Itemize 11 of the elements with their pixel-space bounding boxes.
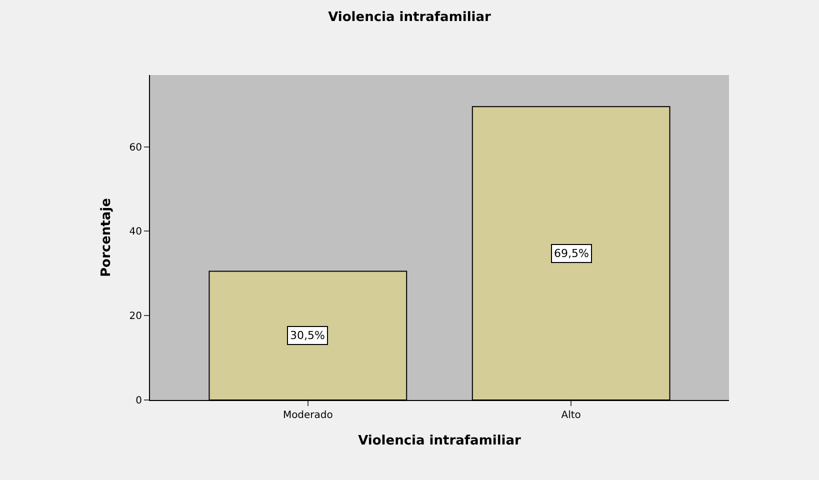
y-tick-label: 60 <box>129 142 142 154</box>
data-label: 69,5% <box>554 247 589 260</box>
y-tick-label: 40 <box>129 226 142 238</box>
y-tick-label: 0 <box>136 396 142 406</box>
y-tick-label: 20 <box>129 311 142 322</box>
data-label: 30,5% <box>290 329 325 342</box>
x-axis-title: Violencia intrafamiliar <box>358 434 522 449</box>
x-tick-label: Moderado <box>282 410 333 421</box>
x-tick-label: Alto <box>561 410 581 421</box>
chart-title: Violencia intrafamiliar <box>328 10 492 26</box>
y-axis-title: Porcentaje <box>99 198 114 277</box>
